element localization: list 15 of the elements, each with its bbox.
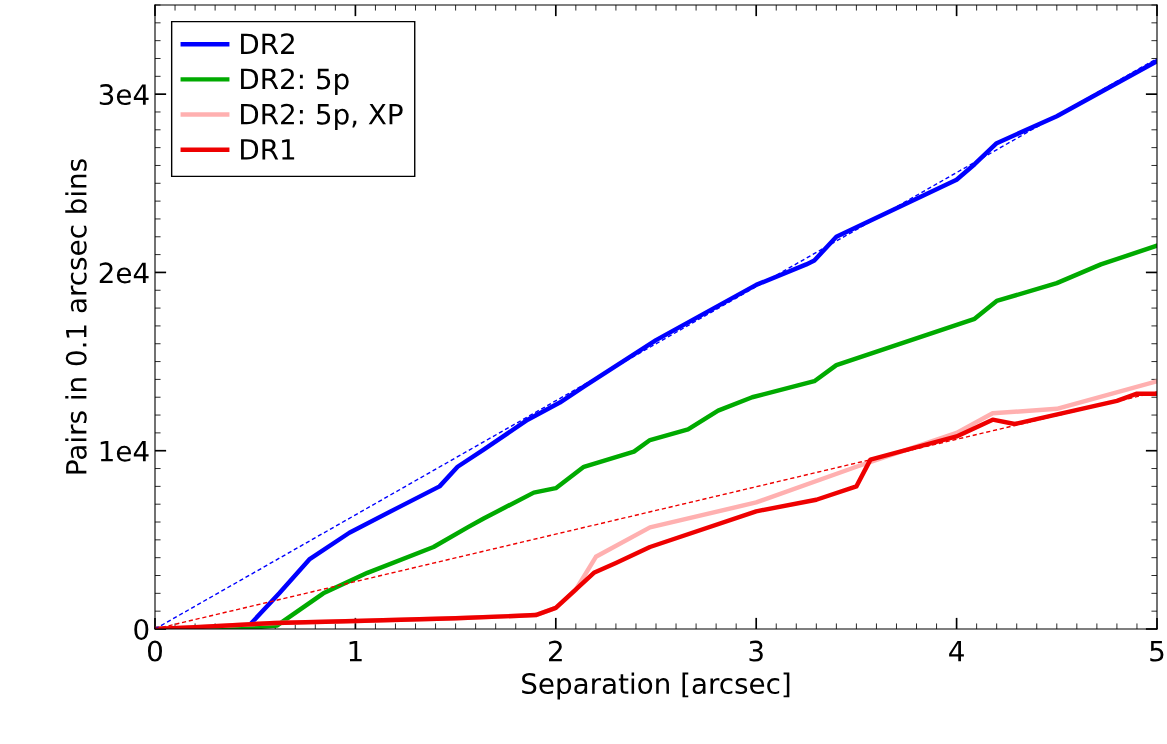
y-tick-label: 3e4: [99, 84, 149, 106]
y-tick-label: 2e4: [99, 262, 149, 284]
y-tick-label: 1e4: [100, 441, 149, 462]
x-tick-label: 1: [349, 640, 362, 662]
x-tick-label: 5: [1150, 640, 1164, 662]
y-axis-title: Pairs in 0.1 arcsec bins: [65, 159, 87, 474]
legend-label: DR1: [241, 139, 295, 160]
x-tick-label: 3: [749, 640, 763, 662]
x-axis-title: Separation [arcsec]: [522, 672, 790, 700]
legend-label: DR2: 5p, XP: [241, 103, 403, 131]
y-tick-label: 0: [134, 618, 149, 640]
legend-label: DR2: [241, 33, 294, 54]
legend-label: DR2: 5p: [241, 68, 349, 95]
x-tick-label: 4: [949, 640, 964, 662]
x-tick-label: 2: [549, 640, 562, 662]
